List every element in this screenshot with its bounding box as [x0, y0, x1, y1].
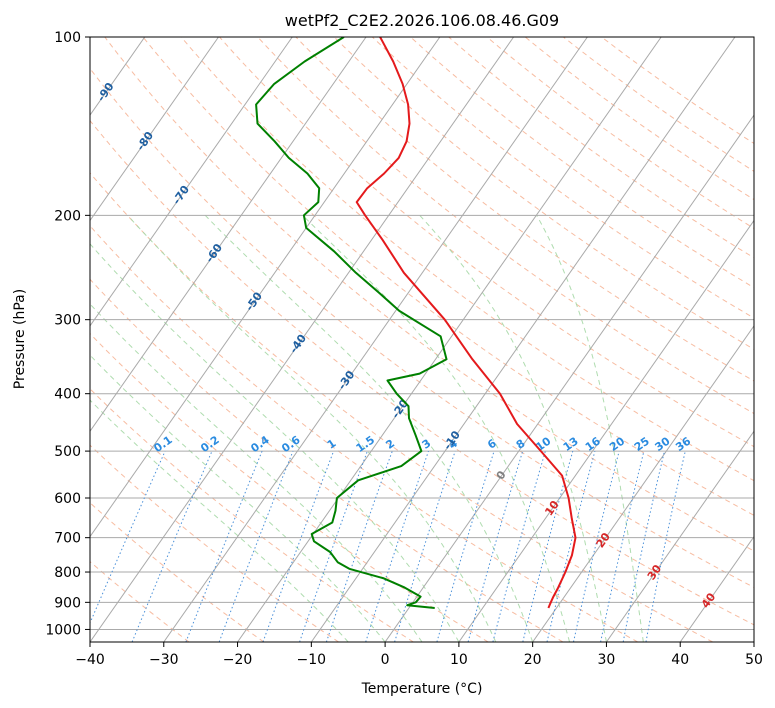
isotherm-line: [310, 37, 736, 642]
dry-adiabat: [257, 37, 754, 415]
y-tick-label: 900: [54, 595, 81, 611]
isotherm-line: [90, 37, 219, 222]
isotherm-line: [532, 325, 754, 642]
temperature-profile-line: [355, 37, 577, 609]
isotherm-line: [384, 114, 754, 642]
x-tick-label: −20: [223, 652, 253, 668]
mixing-ratio-line: [492, 450, 546, 642]
x-tick-label: 20: [524, 652, 542, 668]
dewpoint-profile-line: [255, 37, 448, 609]
mixing-ratio-line: [622, 450, 665, 642]
moist-adiabat: [90, 354, 386, 642]
y-tick-label: 600: [54, 491, 81, 507]
x-tick-label: −40: [75, 652, 105, 668]
isotherm-line: [163, 37, 588, 642]
dry-adiabat: [601, 37, 754, 145]
moist-adiabat: [419, 214, 607, 642]
isotherm-line: [237, 37, 662, 642]
x-tick-label: 10: [450, 652, 468, 668]
isotherm-line: [90, 37, 441, 538]
y-tick-label: 500: [54, 444, 81, 460]
isotherm-line: [90, 37, 515, 642]
y-tick-label: 200: [54, 208, 81, 224]
dry-adiabat: [142, 37, 754, 516]
mixing-ratio-line: [467, 450, 524, 642]
plot-frame: [89, 36, 755, 643]
dry-adiabat: [90, 278, 564, 642]
x-tick-label: 30: [598, 652, 616, 668]
dry-adiabat: [90, 225, 639, 642]
dry-adiabat: [295, 37, 754, 382]
mixing-ratio-line: [131, 450, 213, 642]
mixing-ratio-line: [436, 450, 495, 642]
mixing-ratio-line: [90, 450, 166, 625]
dry-adiabat: [410, 37, 754, 289]
mixing-ratio-line: [546, 450, 596, 642]
dry-adiabat: [90, 502, 265, 642]
moist-adiabat: [204, 214, 534, 642]
y-axis-label: Pressure (hPa): [12, 289, 28, 389]
dry-adiabat: [104, 37, 754, 552]
mixing-ratio-line: [365, 450, 429, 642]
y-tick-label: 300: [54, 313, 81, 329]
dry-adiabat: [563, 37, 754, 172]
dry-adiabat: [448, 37, 754, 259]
mixing-ratio-line: [573, 450, 620, 642]
x-axis: −40 −30 −20 −10 0 10 20 30 40 50: [75, 642, 763, 668]
isotherm-line: [606, 430, 754, 642]
y-tick-label: 700: [54, 531, 81, 547]
y-tick-label: 800: [54, 565, 81, 581]
mixing-ratio-line: [645, 450, 686, 642]
mixing-ratio-line: [600, 450, 645, 642]
x-tick-label: −10: [297, 652, 327, 668]
moist-adiabat: [90, 243, 460, 642]
moist-adiabat: [90, 303, 423, 642]
reference-lines: [90, 37, 754, 642]
mixing-ratio-line: [325, 450, 393, 642]
isotherm-line: [90, 37, 367, 433]
x-tick-label: −30: [149, 652, 179, 668]
dry-adiabat: [90, 67, 754, 589]
y-tick-label: 400: [54, 387, 81, 403]
y-tick-label: 100: [54, 30, 81, 46]
mixing-ratio-line: [394, 450, 456, 642]
profiles: [255, 37, 577, 609]
x-axis-label: Temperature (°C): [361, 681, 483, 697]
moist-adiabat: [127, 214, 497, 642]
moist-adiabat: [536, 215, 644, 642]
dry-adiabat: [333, 37, 754, 350]
chart-title: wetPf2_C2E2.2026.106.08.46.G09: [285, 11, 559, 31]
dry-adiabat: [219, 37, 754, 448]
dry-adiabat: [371, 37, 754, 319]
isotherm-line: [458, 219, 754, 642]
x-tick-label: 40: [671, 652, 689, 668]
isotherm-line: [90, 37, 293, 327]
isotherm-line: [679, 535, 754, 642]
dry-adiabat: [90, 332, 489, 642]
x-tick-label: 0: [381, 652, 390, 668]
moist-adiabat: [90, 399, 349, 642]
x-tick-label: 50: [745, 652, 763, 668]
y-axis: 100 200 300 400 500 600 700 800 900 1000: [45, 30, 90, 638]
y-tick-label: 1000: [45, 622, 81, 638]
dry-adiabat: [90, 119, 754, 626]
